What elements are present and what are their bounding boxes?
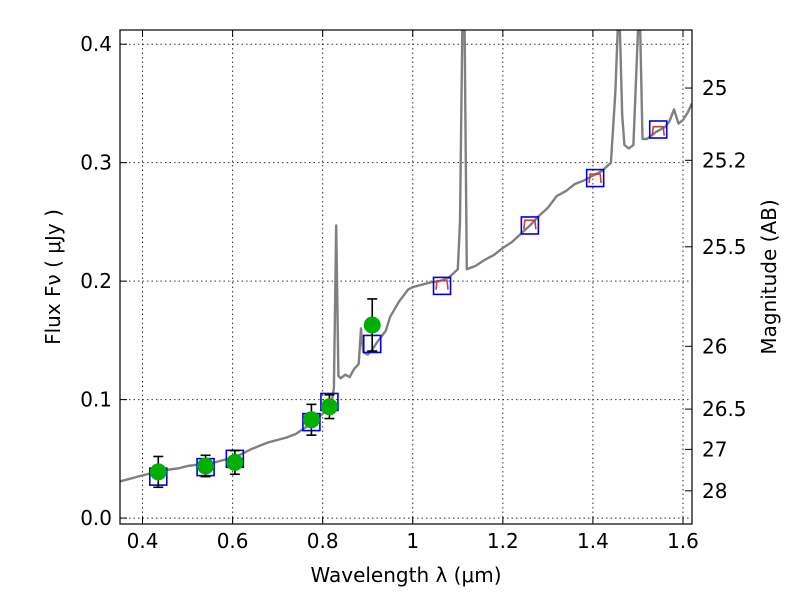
synthetic-marker (651, 125, 666, 136)
spectrum-layer (120, 30, 692, 483)
model-box (520, 216, 540, 235)
observed-point (197, 457, 215, 475)
synthetic-marker (588, 173, 602, 184)
spectrum-line (120, 30, 692, 483)
y-axis-label: Flux Fν ( μJy ) (41, 209, 65, 345)
x-tick-label: 1.2 (487, 529, 519, 553)
x-axis-label: Wavelength λ (μm) (310, 563, 501, 587)
x-tick-label: 1.6 (667, 529, 699, 553)
plot-frame (119, 29, 693, 525)
y-tick-label: 0.4 (80, 32, 112, 56)
synthetic-layer (435, 125, 666, 290)
observed-point (363, 316, 381, 334)
ticks: 0.4 0.6 0.8 1 1.2 1.4 1.6 0.0 0.1 0.2 0.3 0.4 25 25.2… (80, 30, 747, 553)
model-box (648, 120, 668, 139)
observed-point (320, 398, 338, 416)
model-boxes-layer (148, 120, 668, 486)
right-tick-label: 25.2 (702, 148, 747, 172)
x-tick-label: 0.6 (217, 529, 249, 553)
observed-point (149, 463, 167, 481)
observed-points-layer (149, 298, 381, 489)
y-tick-label: 0.1 (80, 388, 112, 412)
right-tick-label: 28 (702, 479, 727, 503)
x-tick-label: 0.4 (127, 529, 159, 553)
y-tick-label: 0.3 (80, 151, 112, 175)
x-tick-label: 0.8 (307, 529, 339, 553)
observed-point (302, 411, 320, 429)
right-tick-label: 26.5 (702, 397, 747, 421)
observed-point (226, 453, 244, 471)
synthetic-marker (523, 219, 537, 230)
grid (120, 30, 692, 524)
right-tick-label: 27 (702, 437, 727, 461)
x-tick-label: 1 (406, 529, 419, 553)
synthetic-marker (435, 279, 449, 290)
right-tick-label: 25.5 (702, 235, 747, 259)
y-tick-label: 0.0 (80, 506, 112, 530)
right-tick-label: 26 (702, 334, 727, 358)
model-box (432, 276, 452, 296)
x-tick-label: 1.4 (577, 529, 609, 553)
model-box (585, 168, 605, 188)
y-tick-label: 0.2 (80, 269, 112, 293)
right-axis-label: Magnitude (AB) (757, 199, 781, 354)
right-tick-label: 25 (702, 76, 727, 100)
